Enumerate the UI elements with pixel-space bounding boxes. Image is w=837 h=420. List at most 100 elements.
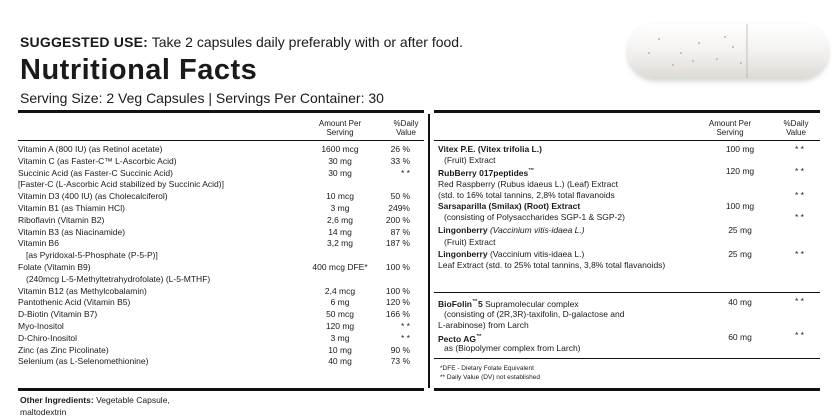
- left-row-label: D-Biotin (Vitamin B7): [18, 309, 98, 320]
- left-row-amount: 400 mcg DFE*: [312, 262, 368, 272]
- vitex-amount: 100 mg: [725, 144, 755, 154]
- left-row-amount: 1600 mcg: [321, 144, 359, 154]
- left-row-label: Myo-Inositol: [18, 321, 64, 331]
- left-row-dv: 249%: [388, 203, 410, 213]
- biofolin-sub2: L-arabinose) from Larch: [438, 320, 529, 330]
- left-bottom-rule: [18, 388, 424, 391]
- left-row-dv: 73 %: [390, 356, 410, 367]
- left-row-dv: 120 %: [385, 297, 410, 308]
- capsule-image: [628, 24, 828, 78]
- lingonberry-fruit-sub: (Fruit) Extract: [444, 237, 496, 247]
- right-top-rule: [434, 110, 820, 113]
- left-row-amount: 6 mg: [330, 297, 350, 308]
- left-row-label: Selenium (as L-Selenomethionine): [18, 356, 149, 367]
- lingonberry-leaf-amount: 25 mg: [728, 249, 752, 259]
- left-row-dv: 87 %: [390, 226, 410, 237]
- lingonberry-fruit-amount: 25 mg: [728, 225, 752, 235]
- left-amount-header: Amount Per Serving: [318, 119, 362, 137]
- left-row-dv: * *: [401, 167, 410, 178]
- sarsa-amount: 100 mg: [725, 201, 755, 211]
- left-row-label: Vitamin B6: [18, 238, 59, 249]
- left-row-dv: 166 %: [385, 309, 410, 320]
- left-row-label: D-Chiro-Inositol: [18, 332, 78, 343]
- lingonberry-leaf-sub: Leaf Extract (std. to 25% total tannins,…: [438, 260, 666, 270]
- left-row-dv: * *: [401, 321, 410, 331]
- left-row-amount: 10 mg: [328, 344, 352, 355]
- serving-info: Serving Size: 2 Veg Capsules | Servings …: [20, 90, 384, 106]
- right-nutrient-table: Vitex P.E. (Vitex trifolia L.) 100 mg * …: [438, 144, 820, 389]
- left-row-amount: 120 mg: [325, 321, 355, 331]
- rubberry-sub2: (std. to 16% total tannins, 2,8% total f…: [438, 190, 615, 200]
- left-row-amount: 10 mcg: [326, 191, 354, 202]
- left-row-amount: 40 mg: [328, 356, 352, 367]
- left-row-label: Vitamin A (800 IU) (as Retinol acetate): [18, 144, 163, 154]
- left-header-rule: [18, 140, 424, 141]
- left-row-label: Zinc (as Zinc Picolinate): [18, 344, 109, 355]
- suggested-use-text: Take 2 capsules daily preferably with or…: [151, 34, 463, 50]
- rubberry-amount: 120 mg: [725, 166, 755, 176]
- sarsa-sub: (consisting of Polysaccharides SGP-1 & S…: [444, 212, 625, 222]
- left-row-dv: 50 %: [390, 191, 410, 202]
- right-foot-rule: [434, 358, 820, 359]
- left-row-label: [Faster-C (L-Ascorbic Acid stabilized by…: [18, 179, 224, 190]
- left-row-label: Succinic Acid (as Faster-C Succinic Acid…: [18, 167, 173, 178]
- left-row-label: [as Pyridoxal-5-Phosphate (P-5-P)]: [26, 250, 158, 261]
- left-row-dv: 187 %: [385, 238, 410, 249]
- left-row-label: Vitamin B3 (as Niacinamide): [18, 226, 126, 237]
- left-nutrient-table: Vitamin A (800 IU) (as Retinol acetate) 1…: [18, 144, 424, 374]
- other-ingredients-line2: maltodextrin: [20, 407, 67, 417]
- left-row-label: Vitamin D3 (400 IU) (as Cholecalciferol): [18, 191, 168, 202]
- other-ingredients: Other Ingredients: Vegetable Capsule, ma…: [20, 394, 170, 418]
- rubberry-dv: * *: [795, 166, 804, 176]
- right-header-rule: [434, 140, 820, 141]
- lingonberry-leaf-name: Lingonberry (Vaccinium vitis-idaea L.): [438, 249, 585, 259]
- lingonberry-leaf-dv: * *: [795, 249, 804, 259]
- footnote-dv: ** Daily Value (DV) not established: [440, 374, 540, 381]
- lingonberry-fruit-name: Lingonberry (Vaccinium vitis-idaea L.): [438, 225, 585, 235]
- left-row-dv: 100 %: [385, 285, 410, 296]
- pecto-amount: 60 mg: [728, 332, 752, 342]
- sarsa-name: Sarsaparilla (Smilax) (Root) Extract: [438, 201, 581, 211]
- right-bottom-rule: [434, 388, 820, 391]
- other-ingredients-label: Other Ingredients:: [20, 395, 94, 405]
- pecto-dv: * *: [795, 330, 804, 340]
- left-row-label: Riboflavin (Vitamin B2): [18, 214, 105, 225]
- left-row-dv: 26 %: [390, 144, 410, 154]
- left-row-amount: 30 mg: [328, 155, 352, 166]
- left-row-dv: 200 %: [385, 214, 410, 225]
- left-row-amount: 2,4 mcg: [324, 285, 356, 296]
- vitex-name: Vitex P.E. (Vitex trifolia L.): [438, 144, 542, 154]
- right-dv-header: %Daily Value: [783, 119, 809, 137]
- column-divider: [428, 114, 430, 388]
- left-row-label: (240mcg L-5-Methyltetrahydrofolate) (L-5…: [26, 273, 211, 284]
- left-row-dv: 33 %: [390, 155, 410, 166]
- biofolin-sub1: (consisting of (2R,3R)-taxifolin, D-gala…: [444, 309, 625, 319]
- footnote-dfe: *DFE - Dietary Folate Equivalent: [440, 365, 534, 372]
- right-mid-rule: [434, 292, 820, 293]
- suggested-use-label: SUGGESTED USE:: [20, 34, 149, 50]
- left-row-label: Folate (Vitamin B9): [18, 262, 91, 272]
- page-title: Nutritional Facts: [20, 54, 258, 86]
- vitex-dv: * *: [795, 144, 804, 154]
- rubberry-name: RubBerry 017peptides™: [438, 167, 535, 178]
- left-row-amount: 3,2 mg: [327, 238, 353, 249]
- left-row-amount: 3 mg: [330, 203, 350, 213]
- other-ingredients-line1: Vegetable Capsule,: [96, 395, 170, 405]
- left-row-amount: 14 mg: [328, 226, 352, 237]
- suggested-use: SUGGESTED USE: Take 2 capsules daily pre…: [20, 34, 463, 50]
- pecto-name: Pecto AG™: [438, 333, 482, 344]
- rubberry-sub1: Red Raspberry (Rubus idaeus L.) (Leaf) E…: [438, 179, 618, 189]
- left-row-label: Vitamin B12 (as Methylcobalamin): [18, 285, 147, 296]
- biofolin-amount: 40 mg: [728, 297, 752, 307]
- pecto-sub: as (Biopolymer complex from Larch): [444, 343, 581, 353]
- vitex-sub: (Fruit) Extract: [444, 155, 496, 165]
- left-row-dv: 90 %: [390, 344, 410, 355]
- left-row-label: Pantothenic Acid (Vitamin B5): [18, 297, 131, 308]
- biofolin-dv: * *: [795, 296, 804, 306]
- left-row-label: Vitamin C (as Faster-C™ L-Ascorbic Acid): [18, 155, 177, 166]
- biofolin-name: BioFolin™5 Supramolecular complex: [438, 298, 579, 309]
- left-row-dv: * *: [401, 332, 410, 343]
- left-row-amount: 30 mg: [328, 167, 352, 178]
- left-dv-header: %Daily Value: [393, 119, 419, 137]
- right-amount-header: Amount Per Serving: [708, 119, 752, 137]
